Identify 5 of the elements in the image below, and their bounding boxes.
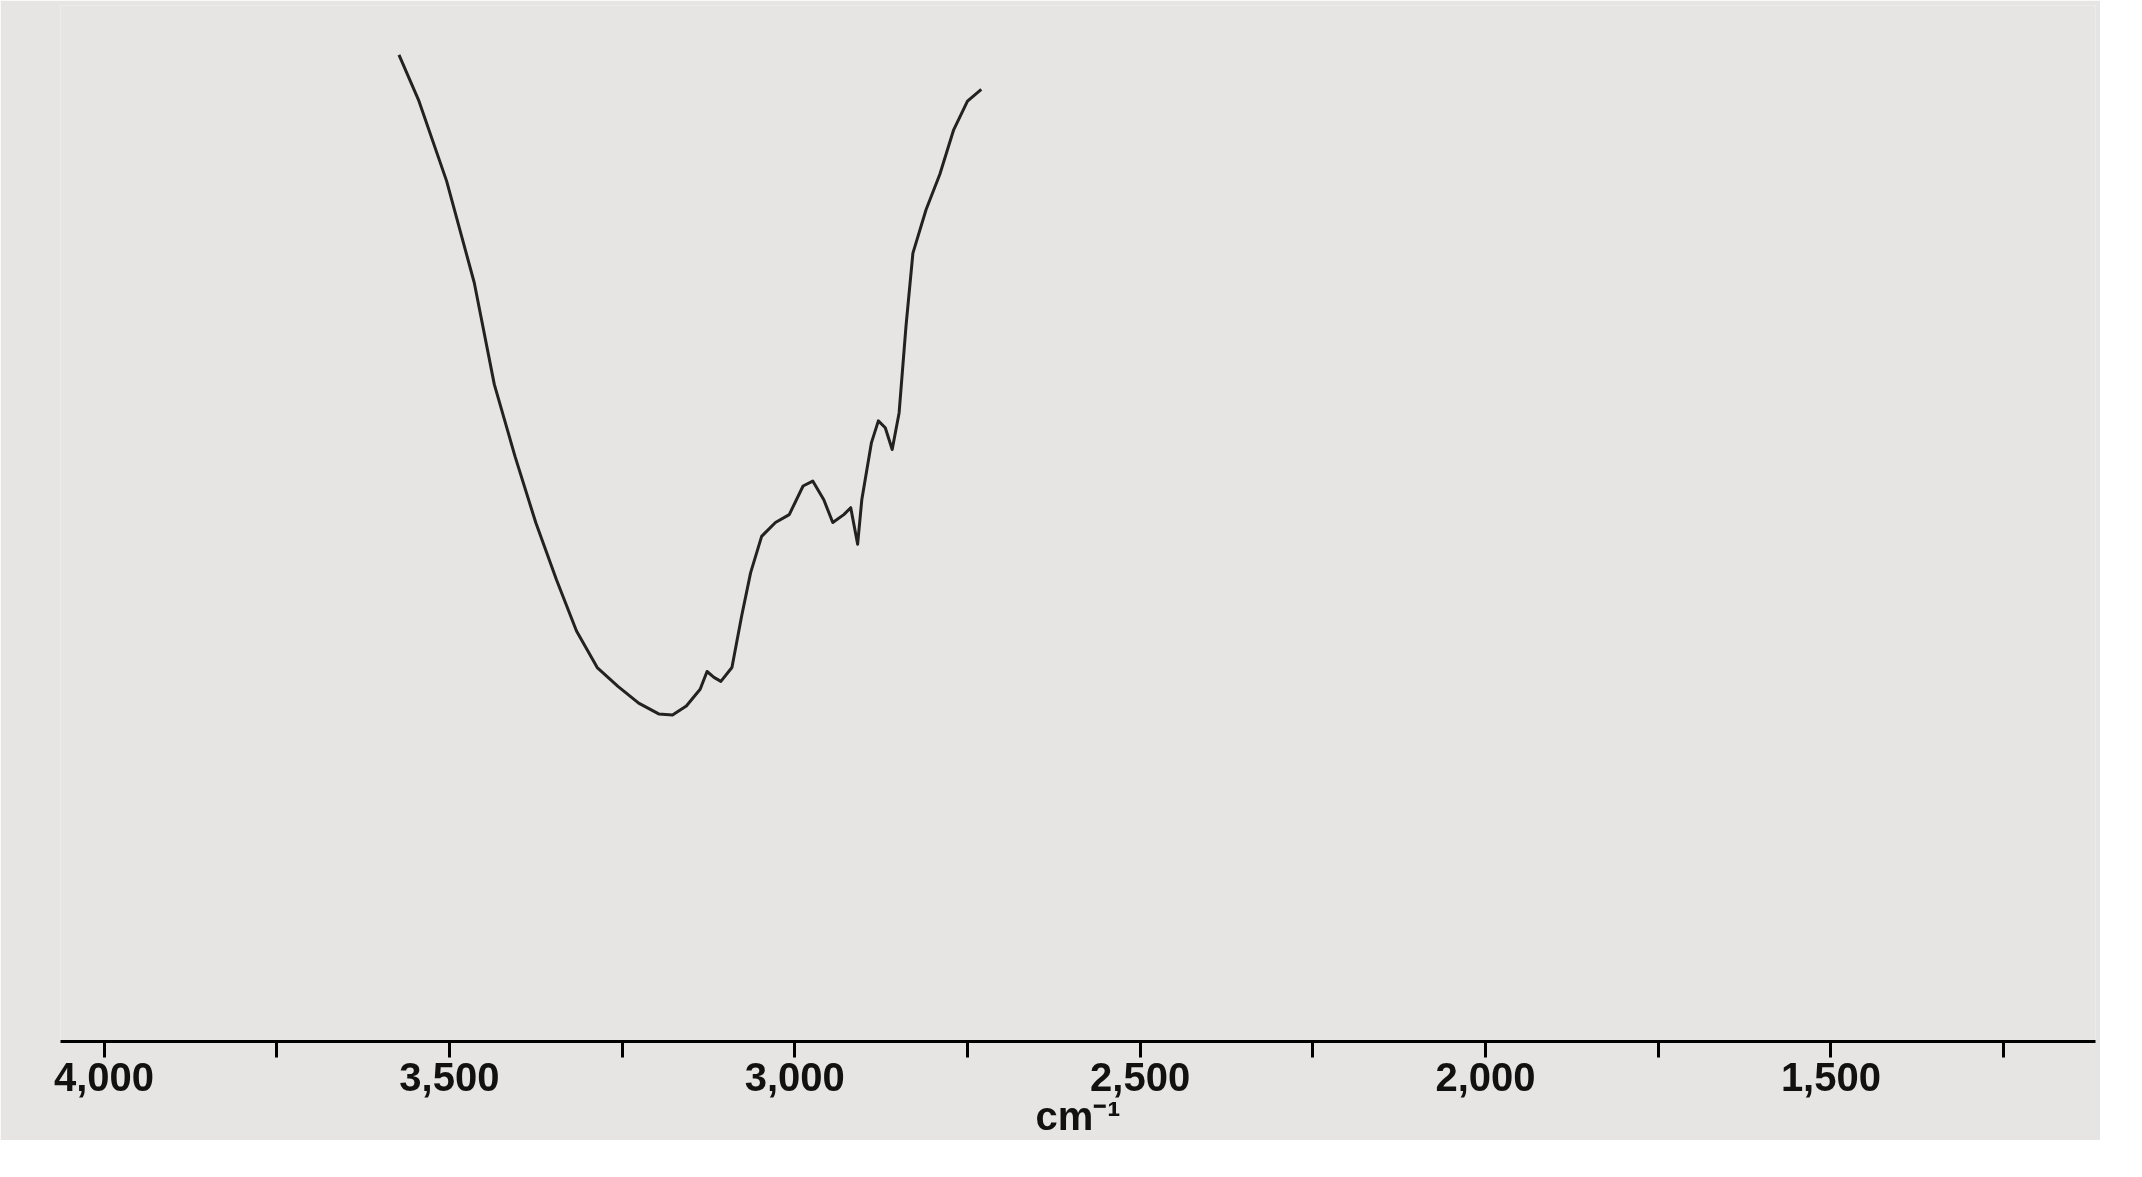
x-tick-label: 3,000 xyxy=(744,1054,845,1099)
x-tick-label: 3,500 xyxy=(399,1054,500,1099)
x-tick-label: 4,000 xyxy=(53,1054,155,1099)
x-tick-label: 1,500 xyxy=(1780,1054,1881,1099)
x-tick-label: 2,000 xyxy=(1435,1054,1536,1099)
